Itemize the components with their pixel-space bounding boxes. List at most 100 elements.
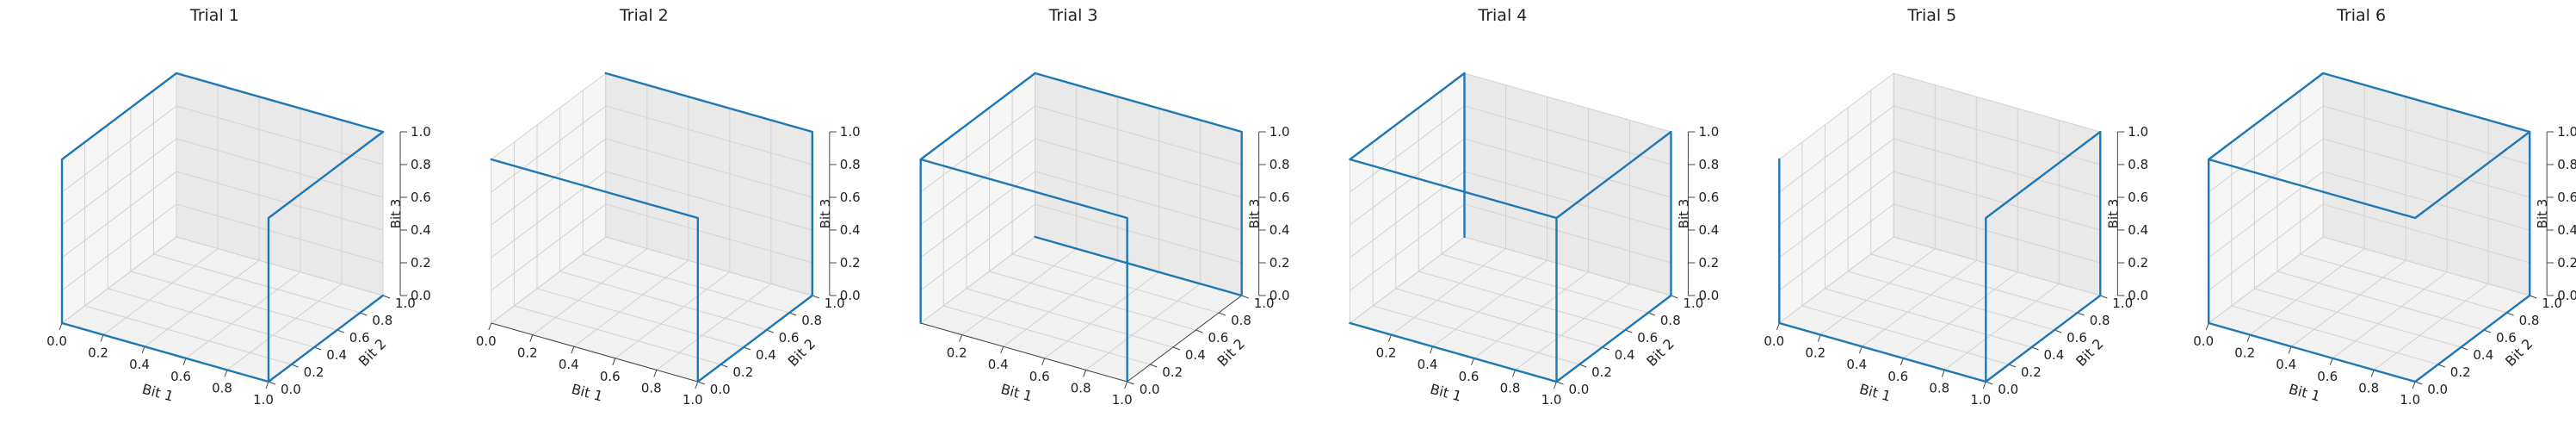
z-tick-label: 0.4 bbox=[2557, 222, 2576, 238]
x-tick-mark bbox=[488, 322, 492, 331]
y-tick-mark bbox=[268, 381, 276, 385]
x-tick-label: 0.2 bbox=[517, 346, 538, 361]
y-tick-label: 0.6 bbox=[779, 330, 800, 346]
z-tick-label: 0.6 bbox=[1269, 190, 1290, 205]
grid-line bbox=[2322, 73, 2530, 296]
side-pane bbox=[491, 73, 606, 323]
y-tick-mark bbox=[2031, 346, 2039, 351]
z-tick-label: 0.6 bbox=[2557, 190, 2576, 205]
x-tick-label: 0.8 bbox=[1929, 380, 1949, 395]
data-series-line bbox=[60, 72, 385, 383]
y-tick-mark bbox=[337, 329, 344, 333]
x-tick-mark bbox=[2329, 358, 2333, 365]
x-tick-label: 0.6 bbox=[170, 369, 191, 384]
x-tick-label: 0.4 bbox=[129, 357, 150, 372]
y-tick-label: 0.8 bbox=[801, 313, 822, 328]
data-series-line bbox=[2207, 72, 2531, 383]
x-tick-label: 0.4 bbox=[2276, 357, 2296, 372]
y-tick-label: 0.4 bbox=[2473, 347, 2493, 363]
back-pane bbox=[605, 73, 812, 296]
grid-line bbox=[966, 125, 1174, 348]
z-tick-label: 1.0 bbox=[2128, 124, 2148, 140]
grid-line bbox=[1372, 142, 1580, 365]
z-tick-label: 0.0 bbox=[411, 288, 431, 303]
grid-line bbox=[605, 73, 812, 296]
x-tick-label: 0.6 bbox=[600, 369, 621, 384]
x-tick-label: 1.0 bbox=[1541, 392, 1562, 408]
subplot-title: Trial 4 bbox=[1477, 6, 1527, 25]
side-pane bbox=[2208, 73, 2324, 323]
z-axis-label: Bit 3 bbox=[1247, 199, 1263, 229]
y-axis-line bbox=[1127, 295, 1242, 383]
y-tick-mark bbox=[1127, 381, 1134, 385]
x-axis-label: Bit 1 bbox=[140, 381, 176, 405]
x-tick-mark bbox=[224, 370, 228, 377]
y-tick-mark bbox=[766, 329, 774, 333]
y-tick-mark bbox=[360, 312, 368, 316]
x-tick-mark bbox=[695, 381, 699, 389]
y-tick-mark bbox=[1556, 381, 1564, 385]
x-tick-mark bbox=[265, 381, 269, 389]
x-tick-label: 0.2 bbox=[947, 346, 967, 361]
grid-line bbox=[84, 142, 292, 365]
z-axis-label: Bit 3 bbox=[2535, 199, 2550, 229]
z-tick-label: 0.4 bbox=[1269, 222, 1290, 238]
y-tick-mark bbox=[2529, 295, 2537, 299]
y-tick-mark bbox=[2054, 329, 2062, 333]
y-tick-label: 0.2 bbox=[2021, 364, 2042, 380]
x-tick-label: 1.0 bbox=[1112, 392, 1133, 408]
y-tick-label: 0.8 bbox=[2090, 313, 2110, 328]
grid-line bbox=[2231, 142, 2438, 365]
y-tick-label: 0.0 bbox=[281, 382, 301, 397]
y-tick-mark bbox=[1986, 381, 1993, 385]
grid-line bbox=[152, 90, 361, 314]
x-tick-mark bbox=[2288, 346, 2292, 354]
x-tick-mark bbox=[182, 358, 187, 365]
side-pane bbox=[62, 73, 176, 323]
y-tick-mark bbox=[1671, 295, 1678, 299]
x-tick-mark bbox=[1858, 346, 1863, 354]
x-tick-mark bbox=[1388, 334, 1392, 342]
grid-line bbox=[582, 90, 790, 314]
y-tick-label: 1.0 bbox=[825, 296, 845, 311]
y-tick-mark bbox=[291, 364, 299, 368]
x-tick-mark bbox=[653, 370, 658, 377]
y-tick-label: 0.6 bbox=[1637, 330, 1658, 346]
y-tick-label: 0.0 bbox=[2427, 382, 2448, 397]
side-pane bbox=[1779, 73, 1894, 323]
x-tick-label: 0.6 bbox=[2317, 369, 2338, 384]
z-tick-label: 0.6 bbox=[2128, 190, 2148, 205]
y-tick-label: 0.4 bbox=[756, 347, 776, 363]
y-tick-label: 1.0 bbox=[1683, 296, 1704, 311]
y-tick-label: 0.2 bbox=[732, 364, 753, 380]
z-tick-label: 0.0 bbox=[840, 288, 861, 303]
x-tick-label: 0.8 bbox=[1071, 380, 1091, 395]
x-tick-mark bbox=[100, 334, 104, 342]
z-tick-label: 0.4 bbox=[840, 222, 861, 238]
subplot-trial-3: Trial 30.20.40.60.81.00.00.20.40.60.81.0… bbox=[919, 6, 1290, 408]
x-axis-label: Bit 1 bbox=[1857, 381, 1893, 405]
z-axis-label: Bit 3 bbox=[1677, 199, 1692, 229]
subplot-trial-2: Trial 20.00.20.40.60.81.00.00.20.40.60.8… bbox=[476, 6, 861, 408]
y-tick-mark bbox=[2008, 364, 2017, 368]
z-tick-label: 0.0 bbox=[2128, 288, 2148, 303]
y-tick-mark bbox=[1195, 329, 1203, 333]
z-tick-label: 0.0 bbox=[1699, 288, 1720, 303]
x-tick-mark bbox=[959, 334, 963, 342]
y-tick-label: 0.2 bbox=[2450, 364, 2471, 380]
data-series-line bbox=[490, 72, 813, 383]
y-tick-label: 0.4 bbox=[326, 347, 347, 363]
grid-line bbox=[2276, 108, 2485, 331]
y-tick-label: 0.4 bbox=[1615, 347, 1635, 363]
y-tick-mark bbox=[1625, 329, 1633, 333]
y-tick-mark bbox=[2077, 312, 2085, 316]
z-tick-label: 0.6 bbox=[411, 190, 431, 205]
subplot-trial-6: Trial 60.00.20.40.60.81.00.00.20.40.60.8… bbox=[2193, 6, 2576, 408]
z-tick-label: 1.0 bbox=[840, 124, 861, 140]
back-pane bbox=[176, 73, 383, 296]
y-tick-mark bbox=[720, 364, 728, 368]
x-tick-label: 0.6 bbox=[1887, 369, 1908, 384]
x-axis-label: Bit 1 bbox=[570, 381, 605, 405]
x-tick-label: 0.2 bbox=[1376, 346, 1397, 361]
